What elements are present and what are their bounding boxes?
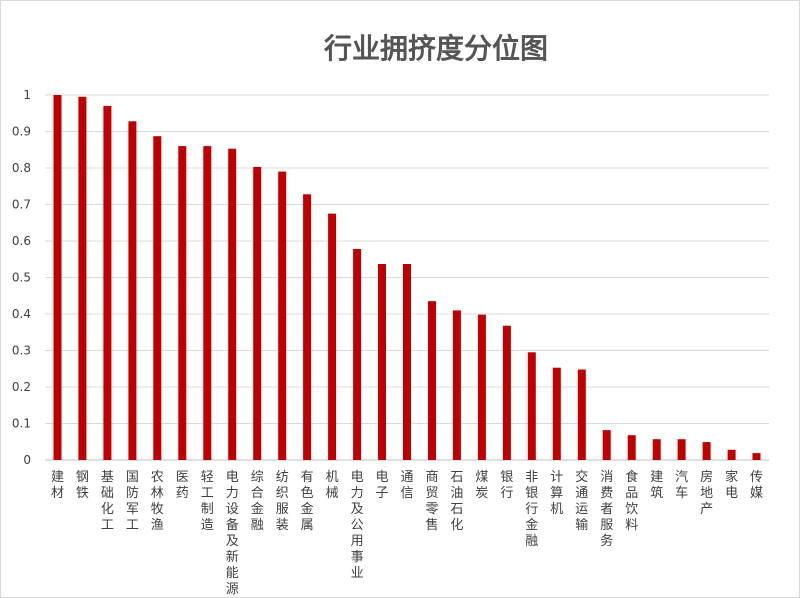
x-tick-label: 电力设备及新能源 [226, 470, 239, 597]
chart-title: 行业拥挤度分位图 [323, 32, 548, 65]
x-tick-label: 石油石化 [450, 470, 463, 533]
bar [428, 301, 436, 460]
bar [328, 213, 337, 460]
x-tick-label: 综合金融 [251, 470, 264, 533]
y-tick-label: 0.2 [12, 380, 31, 394]
x-tick-label: 家电 [725, 469, 738, 501]
x-tick-label: 纺织服装 [276, 470, 289, 533]
x-tick-label: 农林牧渔 [151, 470, 164, 533]
bar [353, 249, 362, 460]
bar [527, 352, 536, 460]
x-tick-label: 计算机 [550, 470, 563, 517]
bars [53, 95, 761, 461]
bar [752, 453, 761, 460]
bar [378, 264, 386, 460]
x-axis-labels: 建材钢铁基础化工国防军工农林牧渔医药轻工制造电力设备及新能源综合金融纺织服装有色… [51, 469, 763, 597]
bar [652, 439, 661, 460]
bar [702, 442, 711, 460]
bar [278, 171, 287, 460]
x-tick-label: 建材 [51, 470, 64, 501]
bar [203, 146, 212, 460]
x-tick-label: 医药 [176, 470, 189, 501]
x-tick-label: 电力及公用事业 [351, 470, 364, 581]
x-tick-label: 国防军工 [126, 470, 139, 533]
x-tick-label: 银行 [500, 470, 513, 501]
x-tick-label: 传媒 [750, 470, 763, 501]
x-tick-label: 钢铁 [76, 470, 89, 501]
bar [128, 121, 137, 461]
bar [53, 95, 62, 460]
x-tick-label: 有色金属 [301, 470, 314, 533]
bar [677, 439, 686, 460]
bar [103, 105, 112, 461]
y-tick-label: 0.7 [12, 198, 31, 212]
bar [727, 449, 736, 460]
bar [178, 146, 187, 460]
bar [303, 194, 312, 461]
x-tick-label: 房地产 [700, 469, 713, 517]
x-tick-label: 建筑 [650, 470, 663, 501]
bar [153, 136, 162, 460]
x-tick-label: 汽车 [675, 470, 688, 501]
x-tick-label: 食品饮料 [625, 469, 638, 533]
x-tick-label: 基础化工 [101, 470, 114, 533]
x-tick-label: 轻工制造 [201, 470, 214, 533]
bar [253, 166, 262, 460]
y-tick-label: 0.5 [12, 271, 31, 285]
x-tick-label: 通信 [400, 470, 413, 501]
x-tick-label: 交通运输 [575, 469, 588, 533]
y-tick-label: 0.6 [12, 234, 31, 248]
x-tick-label: 消费者服务 [600, 470, 613, 549]
bar [577, 369, 586, 460]
y-tick-label: 0 [23, 453, 31, 467]
y-tick-label: 0.4 [12, 307, 31, 321]
bar [78, 96, 87, 461]
x-tick-label: 非银行金融 [525, 470, 538, 549]
bar [403, 264, 411, 460]
x-tick-label: 煤炭 [475, 470, 488, 501]
bar [477, 314, 486, 460]
bar [502, 325, 511, 460]
x-tick-label: 商贸零售 [425, 470, 438, 533]
x-tick-label: 电子 [375, 470, 388, 501]
y-tick-label: 0.9 [12, 125, 31, 139]
bar [627, 435, 636, 460]
y-tick-label: 1 [23, 88, 31, 102]
bar [552, 367, 561, 460]
y-tick-label: 0.3 [12, 344, 31, 358]
y-axis-ticks: 0 0.1 0.2 0.3 0.4 0.5 0.6 0.7 0.8 0.9 1 [12, 88, 31, 467]
x-tick-label: 机械 [326, 470, 339, 501]
bar [228, 148, 237, 460]
y-tick-label: 0.8 [12, 161, 31, 175]
bar [602, 430, 611, 460]
y-tick-label: 0.1 [12, 417, 31, 431]
bar [452, 310, 461, 460]
